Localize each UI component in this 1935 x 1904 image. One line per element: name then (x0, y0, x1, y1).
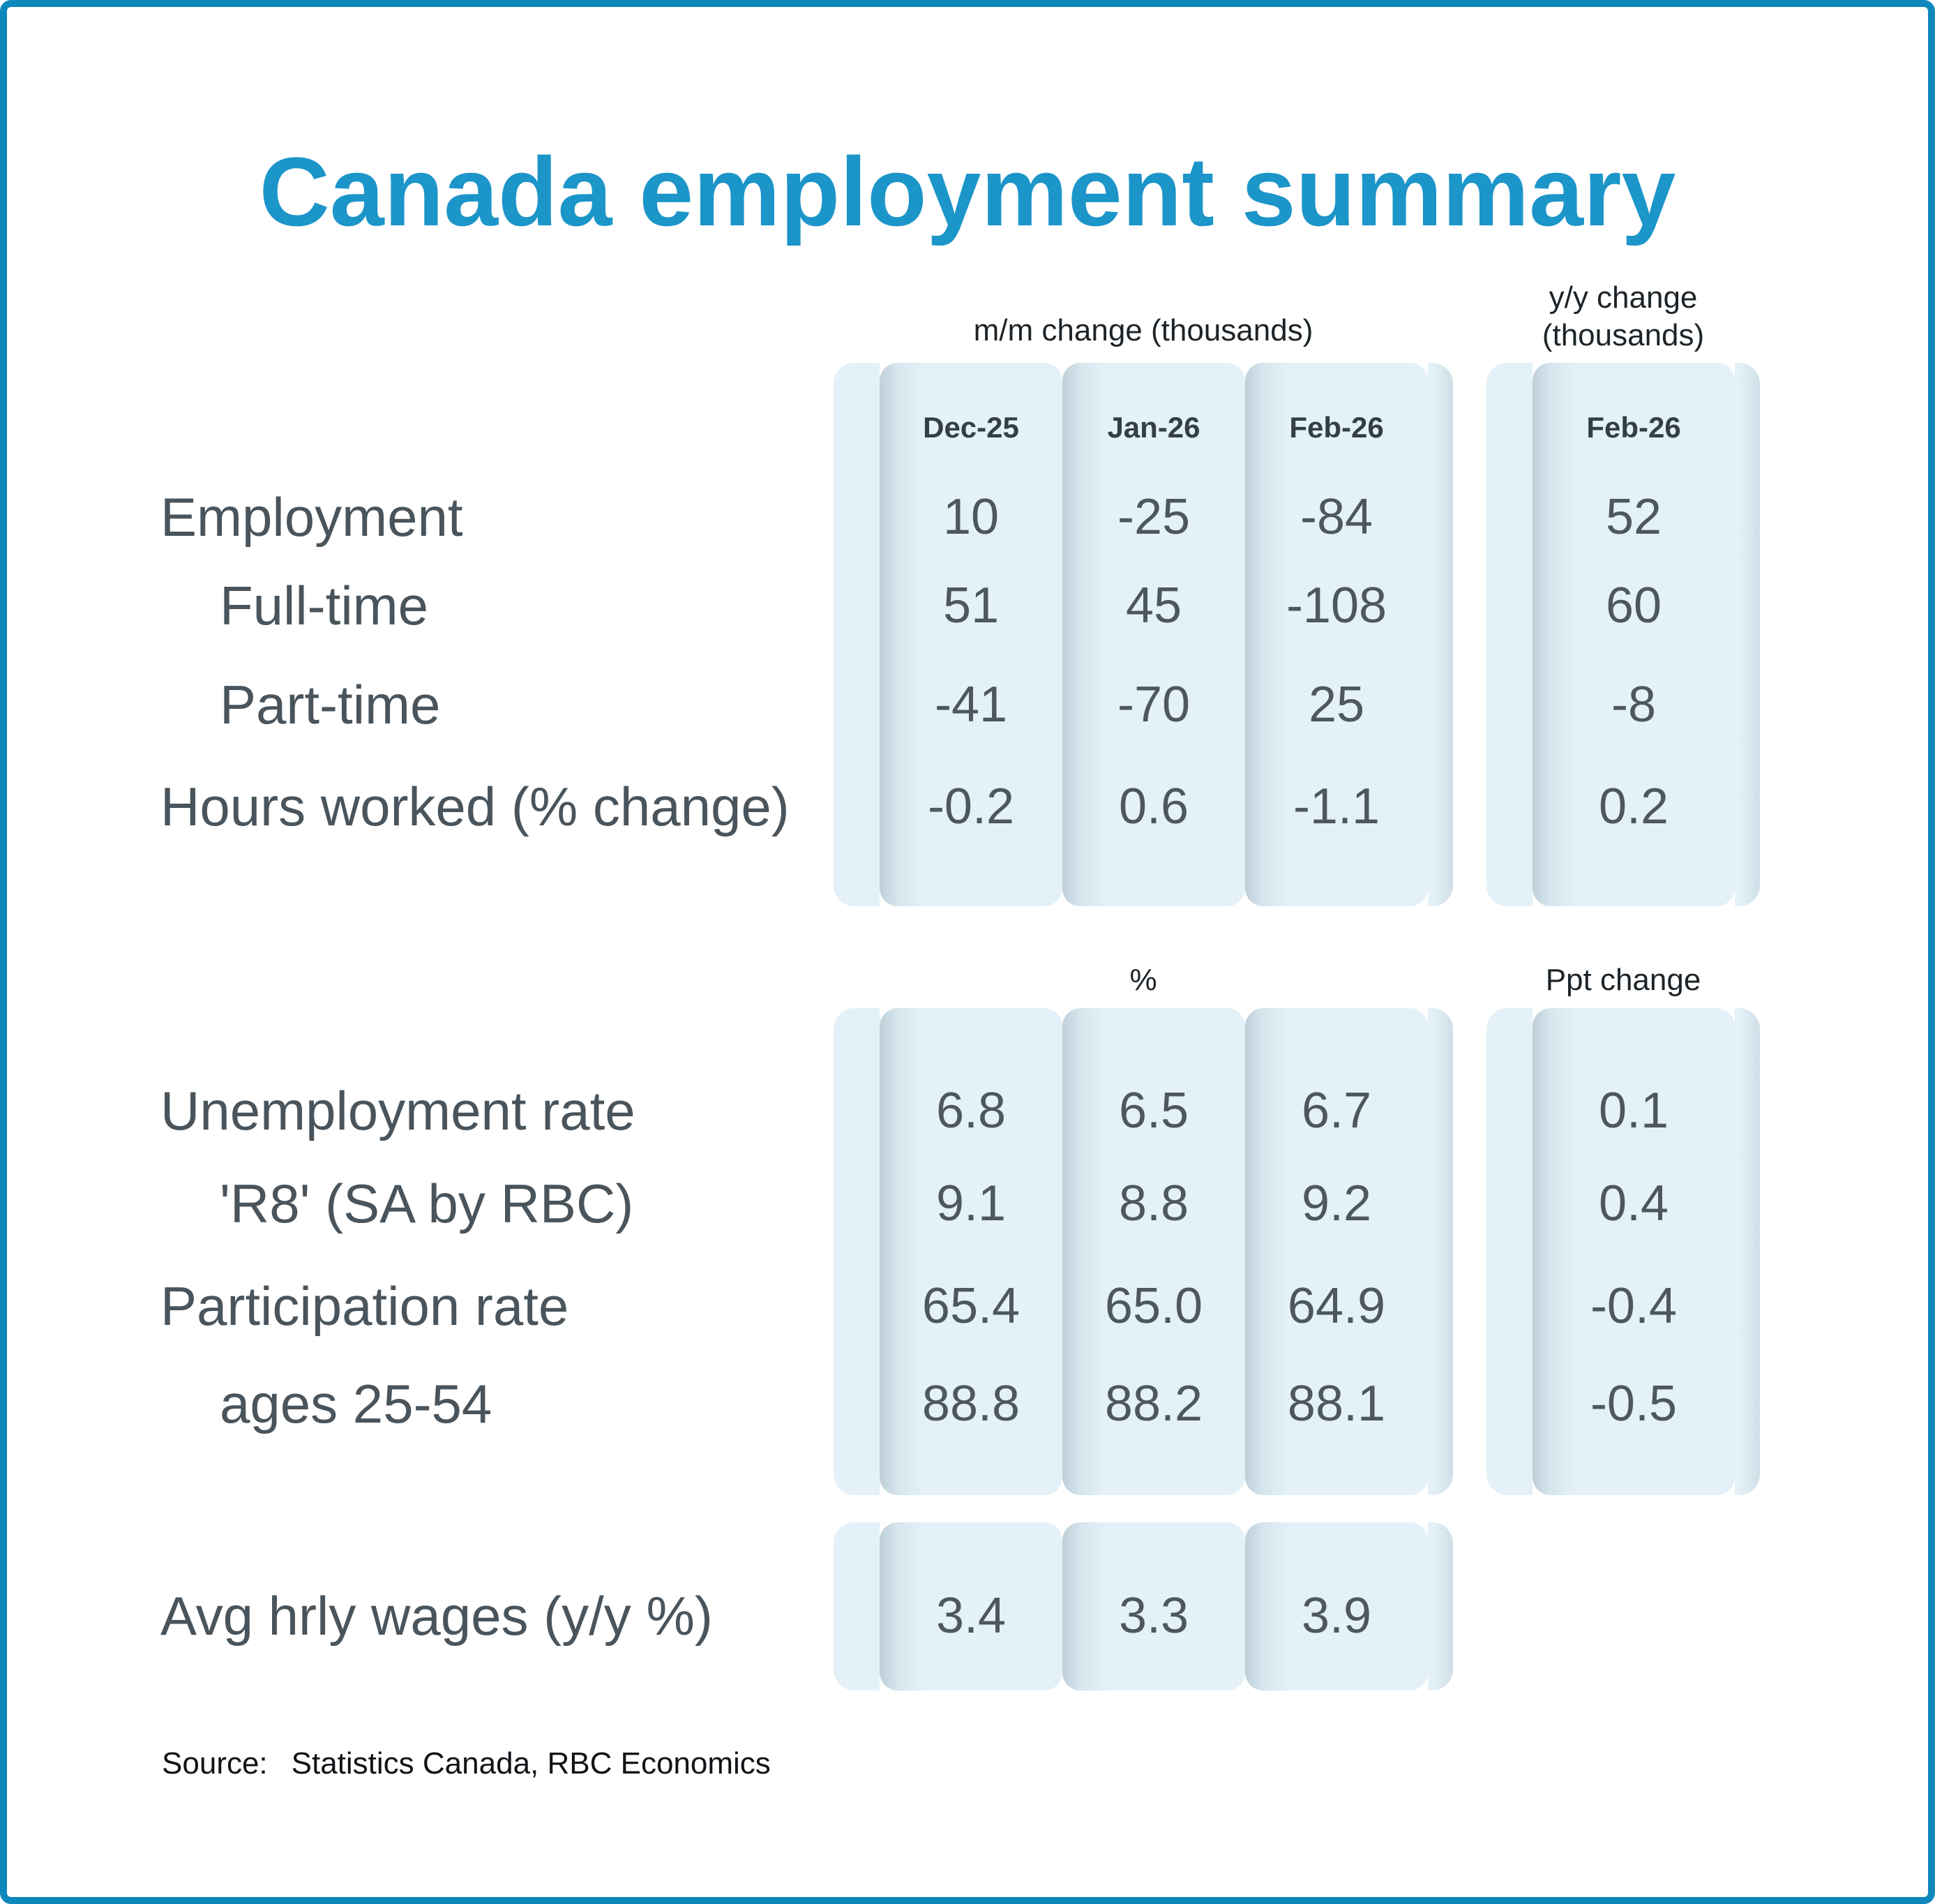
table-cell: 8.8 (1118, 1176, 1189, 1231)
band-left-edge (1486, 363, 1533, 906)
table-cell: 3.3 (1118, 1588, 1189, 1644)
source-text: Statistics Canada, RBC Economics (291, 1746, 771, 1781)
table-cell-yy: -0.4 (1590, 1278, 1678, 1334)
table-cell-yy: -0.5 (1590, 1376, 1678, 1432)
table-cell: 9.2 (1301, 1176, 1372, 1231)
column-stripe-feb (1245, 1522, 1428, 1691)
column-stripe-yy (1533, 363, 1735, 906)
page-title: Canada employment summary (259, 137, 1676, 246)
mm-change-group-header: m/m change (thousands) (973, 313, 1313, 347)
monthly-band-section3 (834, 1522, 1453, 1691)
table-cell: -25 (1117, 489, 1191, 545)
column-header-yy-feb26: Feb-26 (1586, 411, 1681, 444)
table-cell: 64.9 (1287, 1278, 1386, 1334)
table-cell: -70 (1117, 677, 1191, 733)
column-stripe-dec (880, 1008, 1062, 1495)
band-right-edge (1428, 1522, 1453, 1691)
table-cell-yy: 52 (1605, 489, 1662, 545)
table-cell: 51 (942, 578, 1000, 634)
monthly-band-section2 (834, 1008, 1453, 1495)
column-header-dec25: Dec-25 (923, 411, 1019, 444)
row-label-full-time: Full-time (220, 575, 429, 636)
table-cell: 6.7 (1301, 1083, 1372, 1139)
table-cell: -84 (1300, 489, 1373, 545)
row-label-participation-rate: Participation rate (160, 1275, 569, 1337)
table-cell: 6.8 (935, 1083, 1007, 1139)
band-right-edge (1428, 363, 1453, 906)
column-header-jan26: Jan-26 (1107, 411, 1200, 444)
column-stripe-feb (1245, 363, 1428, 906)
band-right-edge (1428, 1008, 1453, 1495)
yy-band-section1 (1486, 363, 1760, 906)
band-left-edge (834, 1008, 880, 1495)
column-stripe-dec (880, 363, 1062, 906)
table-cell: 10 (942, 489, 1000, 545)
monthly-band-section1 (834, 363, 1453, 906)
row-label-unemployment-rate: Unemployment rate (160, 1080, 635, 1141)
table-cell: 88.8 (921, 1376, 1021, 1432)
percent-group-header: % (1129, 963, 1157, 997)
table-cell: 3.9 (1301, 1588, 1372, 1644)
table-cell: 6.5 (1118, 1083, 1189, 1139)
table-cell: 25 (1308, 677, 1365, 733)
table-cell: -41 (934, 677, 1008, 733)
table-cell: -0.2 (927, 779, 1015, 834)
table-cell: -1.1 (1293, 779, 1380, 834)
yy-band-section2 (1486, 1008, 1760, 1495)
ppt-change-group-header: Ppt change (1545, 963, 1701, 997)
row-label-hours-worked: Hours worked (% change) (160, 776, 790, 837)
table-cell: 9.1 (935, 1176, 1007, 1231)
column-header-feb26: Feb-26 (1289, 411, 1384, 444)
table-cell-yy: 0.2 (1598, 779, 1669, 834)
table-cell: 45 (1125, 578, 1182, 634)
table-cell: 65.4 (921, 1278, 1021, 1334)
row-label-r8: 'R8' (SA by RBC) (220, 1173, 634, 1234)
band-left-edge (1486, 1008, 1533, 1495)
row-label-avg-hrly-wages: Avg hrly wages (y/y %) (160, 1585, 713, 1647)
table-cell: 0.6 (1118, 779, 1189, 834)
table-cell-yy: 0.1 (1598, 1083, 1669, 1139)
band-left-edge (834, 1522, 880, 1691)
column-stripe-yy (1533, 1008, 1735, 1495)
source-label: Source: (162, 1746, 268, 1781)
column-stripe-jan (1062, 1522, 1245, 1691)
table-cell-yy: -8 (1611, 677, 1657, 733)
table-cell-yy: 60 (1605, 578, 1662, 634)
table-cell: 88.2 (1104, 1376, 1203, 1432)
column-stripe-dec (880, 1522, 1062, 1691)
band-right-edge (1735, 363, 1760, 906)
source-note: Source: Statistics Canada, RBC Economics (162, 1748, 771, 1779)
yy-change-group-header: y/y change (thousands) (1542, 280, 1705, 352)
row-label-employment: Employment (160, 486, 463, 548)
column-stripe-jan (1062, 1008, 1245, 1495)
table-cell: 88.1 (1287, 1376, 1386, 1432)
column-stripe-jan (1062, 363, 1245, 906)
row-label-part-time: Part-time (220, 674, 441, 735)
table-cell: 65.0 (1104, 1278, 1203, 1334)
column-stripe-feb (1245, 1008, 1428, 1495)
table-cell: -108 (1286, 578, 1387, 634)
row-label-ages-25-54: ages 25-54 (220, 1373, 492, 1434)
band-left-edge (834, 363, 880, 906)
band-right-edge (1735, 1008, 1760, 1495)
table-cell-yy: 0.4 (1598, 1176, 1669, 1231)
table-cell: 3.4 (935, 1588, 1007, 1644)
